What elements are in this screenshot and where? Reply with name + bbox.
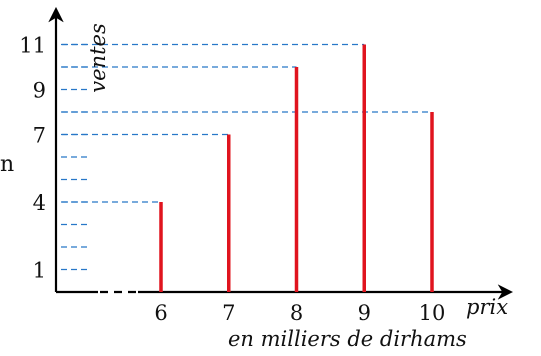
edge-text-fragment: n: [0, 152, 15, 177]
x-tick-label: 8: [290, 301, 303, 325]
y-axis-label: ventes: [86, 8, 110, 104]
x-axis-label: prix: [466, 295, 509, 319]
y-axis-label-text: ventes: [86, 23, 110, 93]
x-axis-unit-note: en milliers de dirhams: [228, 327, 467, 351]
x-tick-label: 7: [222, 301, 235, 325]
y-tick-label: 7: [33, 124, 46, 148]
y-tick-label: 9: [33, 79, 46, 103]
y-tick-label: 4: [33, 191, 46, 215]
y-tick-label: 1: [33, 259, 46, 283]
x-tick-label: 6: [154, 301, 167, 325]
x-tick-label: 9: [358, 301, 371, 325]
y-tick-label: 11: [19, 34, 46, 58]
x-tick-label: 10: [419, 301, 446, 325]
